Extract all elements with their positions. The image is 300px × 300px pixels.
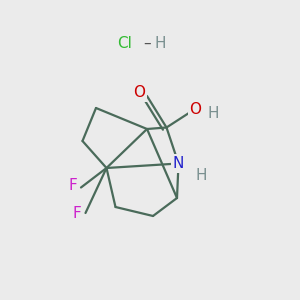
Text: O: O xyxy=(134,85,146,100)
Text: H: H xyxy=(207,106,219,122)
Text: N: N xyxy=(173,156,184,171)
Text: H: H xyxy=(155,36,166,51)
Text: F: F xyxy=(68,178,77,194)
Text: O: O xyxy=(189,102,201,117)
Text: –: – xyxy=(143,36,151,51)
Text: Cl: Cl xyxy=(117,36,132,51)
Text: H: H xyxy=(195,168,207,183)
Text: F: F xyxy=(73,206,82,220)
